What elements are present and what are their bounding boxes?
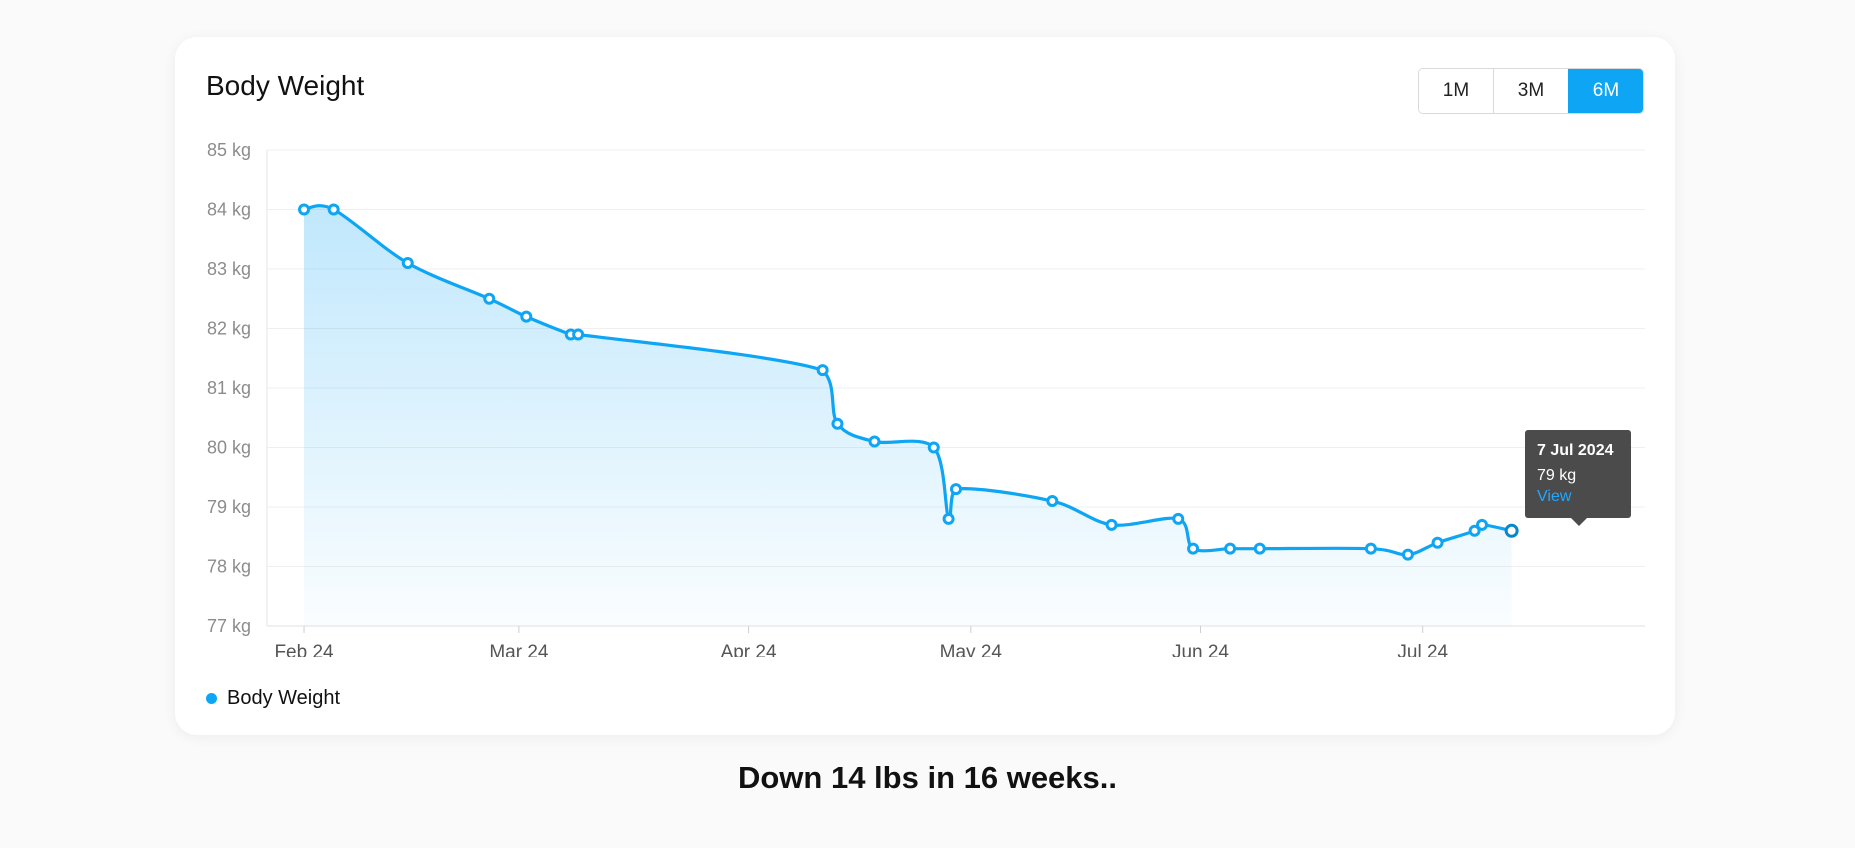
tooltip-date: 7 Jul 2024 xyxy=(1537,442,1614,459)
data-point[interactable] xyxy=(401,257,414,270)
y-axis-ticks: 77 kg 78 kg 79 kg 80 kg 81 kg 82 kg 83 kg 84 kg… xyxy=(207,140,251,636)
tooltip-view-link[interactable]: View xyxy=(1537,488,1572,505)
series-area xyxy=(304,205,1512,626)
data-point[interactable] xyxy=(1046,495,1059,508)
data-point[interactable] xyxy=(1105,518,1118,531)
legend-label: Body Weight xyxy=(227,686,341,709)
x-tick-label: Apr 24 xyxy=(721,642,777,657)
x-tick-label: May 24 xyxy=(940,642,1003,657)
y-tick-label: 82 kg xyxy=(207,319,251,339)
data-point[interactable] xyxy=(1172,512,1185,525)
data-point[interactable] xyxy=(816,364,829,377)
data-point[interactable] xyxy=(1187,542,1200,555)
data-point[interactable] xyxy=(1253,542,1266,555)
x-tick-label: Jun 24 xyxy=(1172,642,1229,657)
data-point[interactable] xyxy=(1476,518,1489,531)
data-point[interactable] xyxy=(950,483,962,496)
y-tick-label: 84 kg xyxy=(207,200,251,220)
data-point[interactable] xyxy=(520,310,533,323)
range-6m-button[interactable]: 6M xyxy=(1568,69,1643,113)
data-point[interactable] xyxy=(868,435,881,448)
data-point[interactable] xyxy=(327,203,340,216)
data-point[interactable] xyxy=(927,441,940,454)
y-tick-label: 79 kg xyxy=(207,497,251,517)
x-tick-label: Feb 24 xyxy=(274,642,334,657)
data-point[interactable] xyxy=(1504,523,1519,538)
data-point[interactable] xyxy=(1468,524,1481,537)
x-axis-ticks: Feb 24 Mar 24 Apr 24 May 24 Jun 24 Jul 24 xyxy=(274,626,1449,657)
data-point[interactable] xyxy=(1401,548,1414,561)
range-3m-button[interactable]: 3M xyxy=(1493,69,1568,113)
data-tooltip: 7 Jul 2024 79 kg View xyxy=(1525,430,1631,526)
data-point[interactable] xyxy=(942,512,955,525)
data-point[interactable] xyxy=(483,292,496,305)
legend-marker xyxy=(206,692,217,704)
data-point[interactable] xyxy=(298,203,311,216)
range-toggle: 1M 3M 6M xyxy=(1418,68,1644,114)
caption-text: Down 14 lbs in 16 weeks.. xyxy=(737,760,1118,795)
chart-legend: Body Weight xyxy=(206,685,340,711)
series-points xyxy=(298,203,1519,561)
range-1m-button[interactable]: 1M xyxy=(1419,69,1493,113)
x-tick-label: Jul 24 xyxy=(1397,642,1448,657)
data-point[interactable] xyxy=(831,417,844,430)
y-tick-label: 85 kg xyxy=(207,140,251,160)
x-tick-label: Mar 24 xyxy=(489,642,549,657)
data-point[interactable] xyxy=(1431,536,1444,549)
y-tick-label: 80 kg xyxy=(207,438,251,458)
y-tick-label: 78 kg xyxy=(207,557,251,577)
chart-title: Body Weight xyxy=(206,70,365,101)
data-point[interactable] xyxy=(1364,542,1377,555)
y-tick-label: 83 kg xyxy=(207,259,251,279)
body-weight-chart: 77 kg 78 kg 79 kg 80 kg 81 kg 82 kg 83 kg 84 kg… xyxy=(207,140,1645,657)
chart-card: Body Weight 1M 3M 6M 77 kg 78 kg 79 kg 80 k… xyxy=(175,37,1675,735)
tooltip-value: 79 kg xyxy=(1537,467,1577,484)
data-point[interactable] xyxy=(1224,542,1237,555)
data-point[interactable] xyxy=(572,328,585,341)
y-tick-label: 77 kg xyxy=(207,616,251,636)
y-tick-label: 81 kg xyxy=(207,378,251,398)
